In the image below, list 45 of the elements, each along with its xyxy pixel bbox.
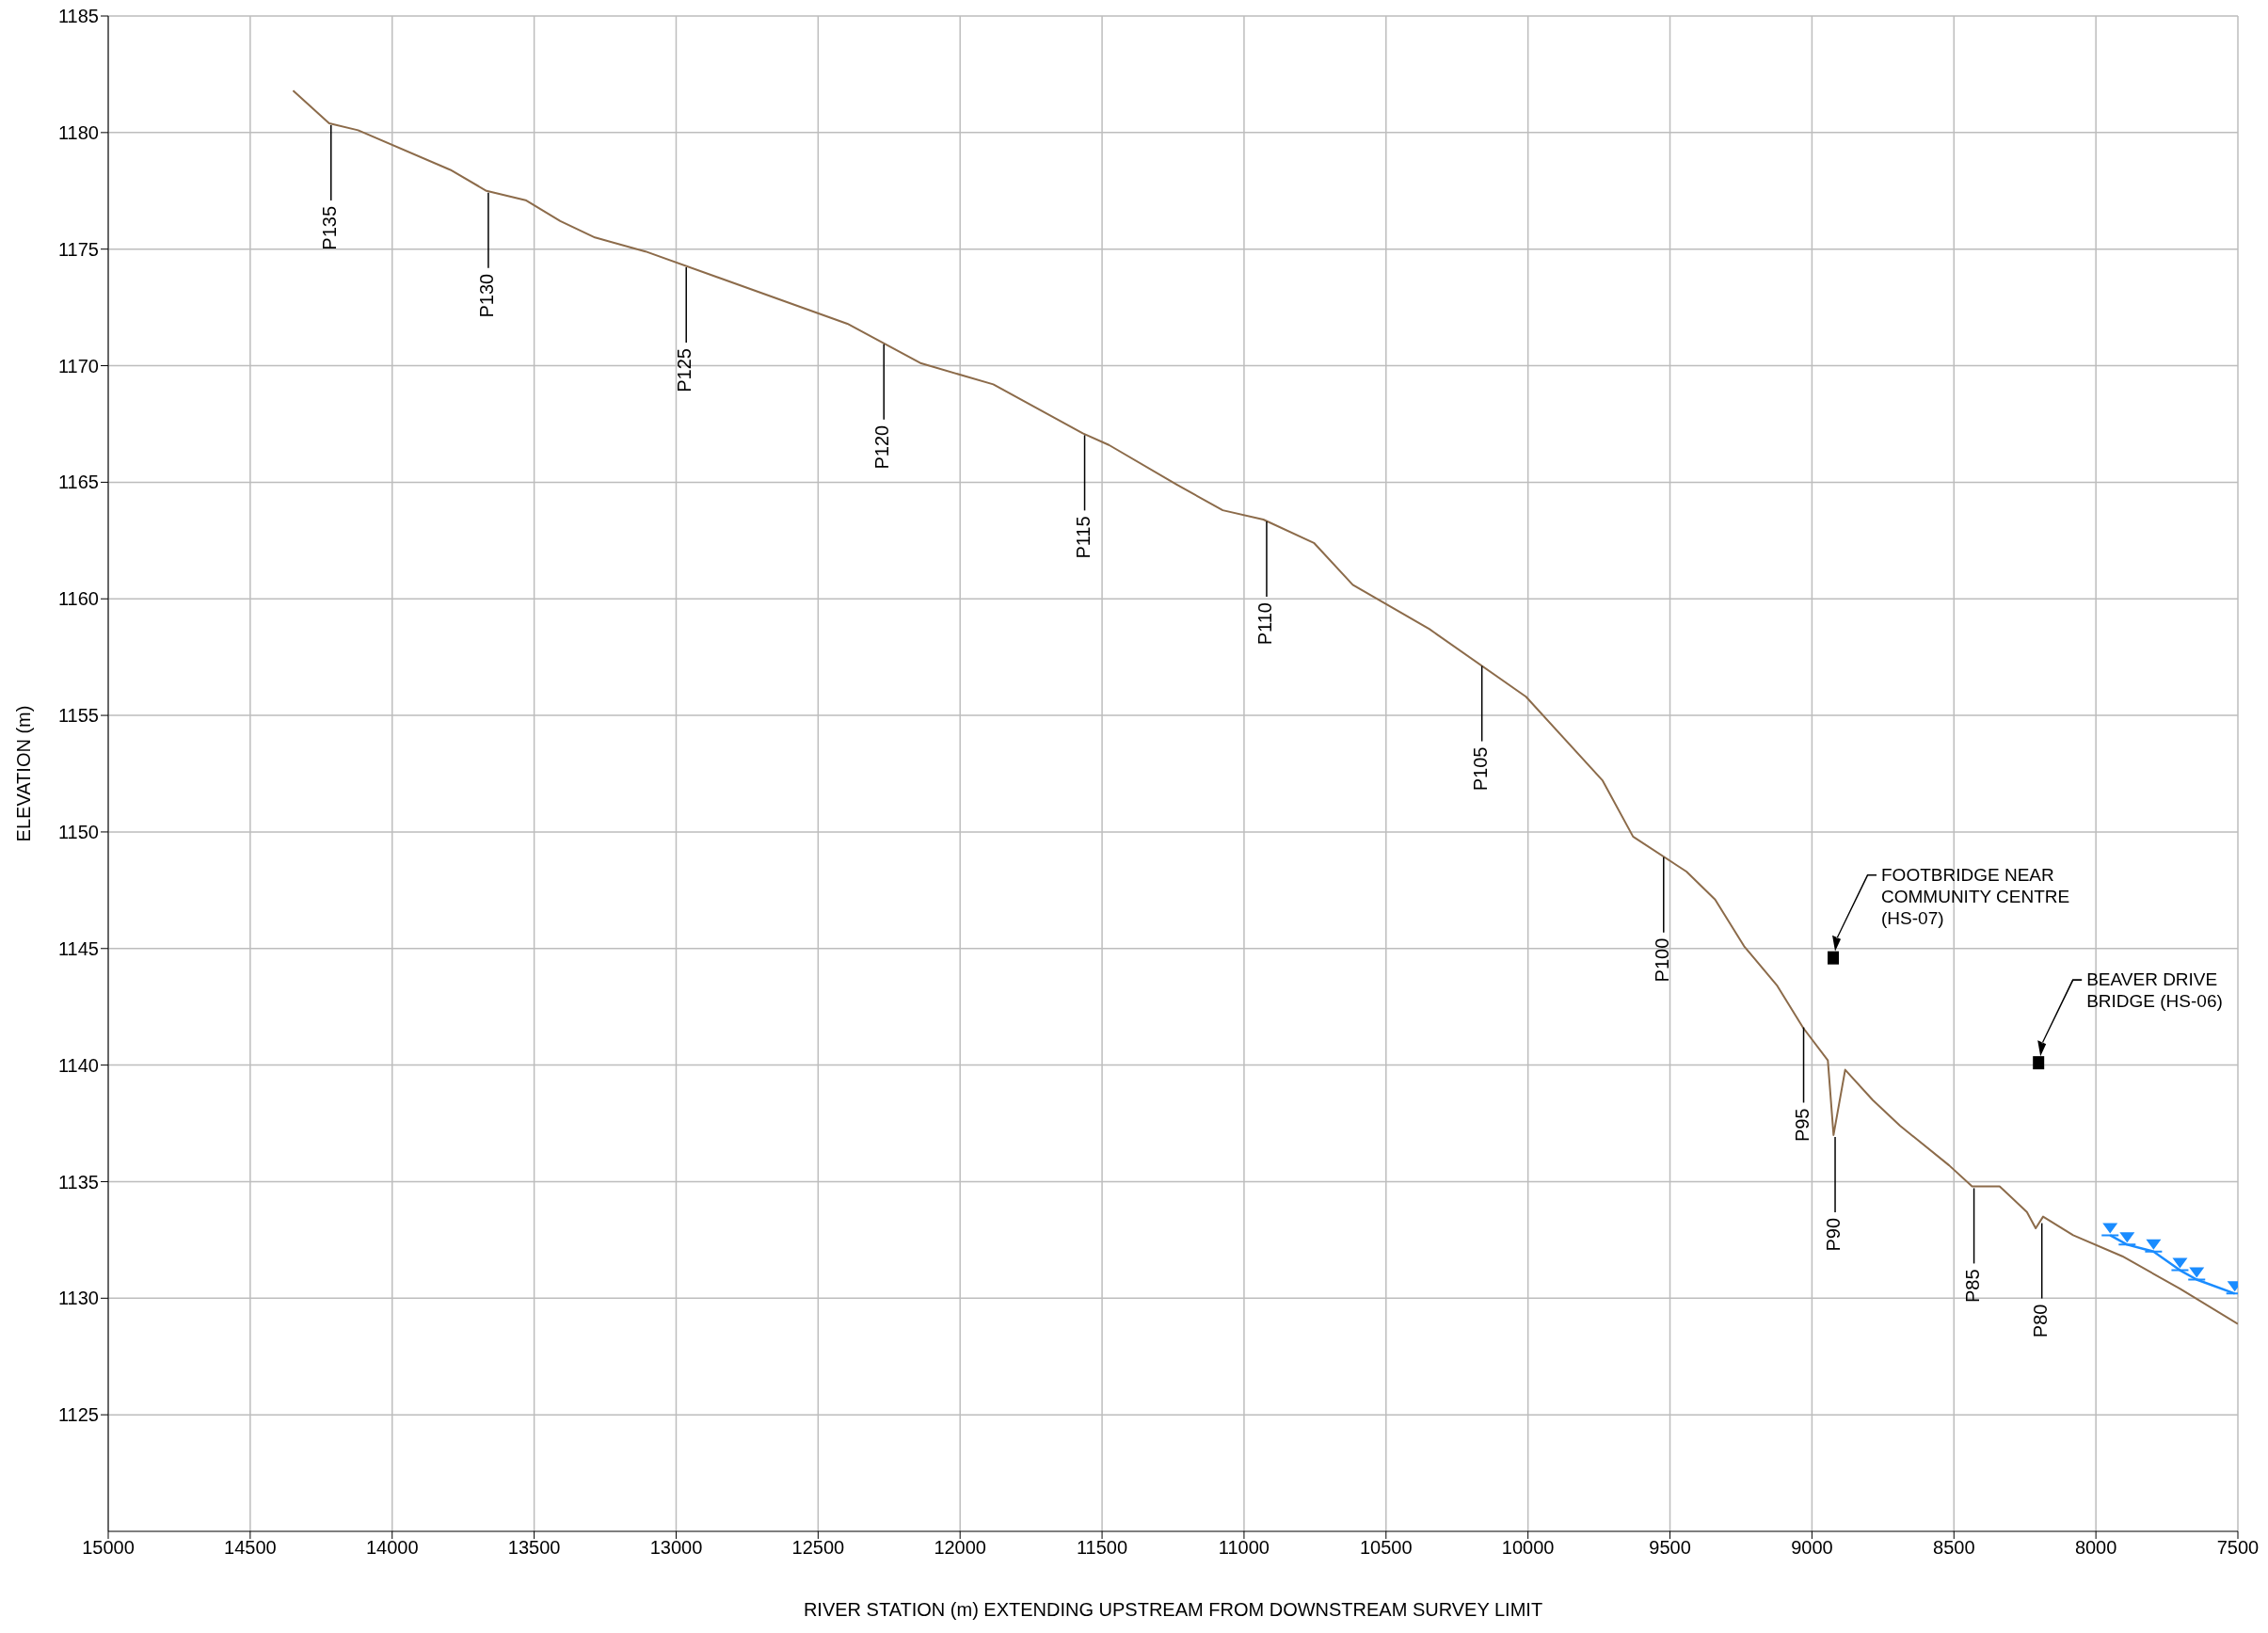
- y-tick-label: 1185: [57, 6, 99, 27]
- x-axis-title: RIVER STATION (m) EXTENDING UPSTREAM FROM DOWNSTREAM SURVEY LIMIT: [803, 1599, 1543, 1620]
- x-tick-label: 11500: [1077, 1537, 1128, 1559]
- y-tick-label: 1150: [57, 822, 99, 843]
- annotation: P90: [1823, 1217, 1845, 1252]
- x-tick-label: 11000: [1218, 1537, 1270, 1559]
- x-tick-label: 8500: [1933, 1537, 1975, 1559]
- x-tick-label: 9500: [1649, 1537, 1691, 1559]
- y-tick-label: 1125: [57, 1404, 99, 1426]
- annotation: BEAVER DRIVE BRIDGE (HS-06): [2086, 969, 2223, 1012]
- y-tick-label: 1145: [57, 937, 99, 959]
- x-tick-label: 15000: [82, 1537, 135, 1559]
- annotation: P120: [871, 424, 893, 470]
- y-tick-label: 1160: [57, 588, 99, 610]
- y-axis-title: ELEVATION (m): [13, 705, 35, 842]
- y-tick-label: 1180: [57, 121, 99, 143]
- x-tick-label: 13500: [507, 1537, 561, 1559]
- x-tick-label: 8000: [2074, 1537, 2117, 1559]
- x-tick-label: 7500: [2216, 1537, 2260, 1559]
- x-tick-label: 10000: [1501, 1537, 1555, 1559]
- annotation: P105: [1469, 746, 1491, 792]
- y-tick-label: 1140: [57, 1054, 99, 1076]
- annotation: P115: [1072, 516, 1094, 559]
- x-tick-label: 10500: [1359, 1537, 1413, 1559]
- x-tick-label: 14000: [365, 1537, 419, 1559]
- y-tick-label: 1135: [57, 1171, 99, 1193]
- annotation: P80: [2029, 1304, 2051, 1338]
- x-tick-label: 12500: [791, 1537, 845, 1559]
- annotation: P85: [1961, 1269, 1983, 1304]
- annotation: P125: [674, 348, 695, 392]
- y-tick-label: 1165: [57, 472, 99, 493]
- x-tick-label: 12000: [934, 1537, 987, 1559]
- annotation: P135: [318, 205, 340, 250]
- annotation: P110: [1254, 602, 1275, 646]
- x-tick-label: 14500: [224, 1537, 277, 1559]
- annotation: P130: [475, 273, 497, 318]
- x-tick-label: 13000: [649, 1537, 703, 1559]
- annotation: P100: [1651, 937, 1672, 983]
- y-tick-label: 1170: [57, 355, 99, 376]
- annotation: P95: [1791, 1108, 1813, 1143]
- y-tick-label: 1130: [57, 1288, 99, 1309]
- y-tick-label: 1155: [57, 705, 99, 727]
- x-tick-label: 9000: [1791, 1537, 1833, 1559]
- annotation: FOOTBRIDGE NEAR COMMUNITY CENTRE (HS-07): [1881, 864, 2070, 928]
- y-tick-label: 1175: [57, 238, 99, 260]
